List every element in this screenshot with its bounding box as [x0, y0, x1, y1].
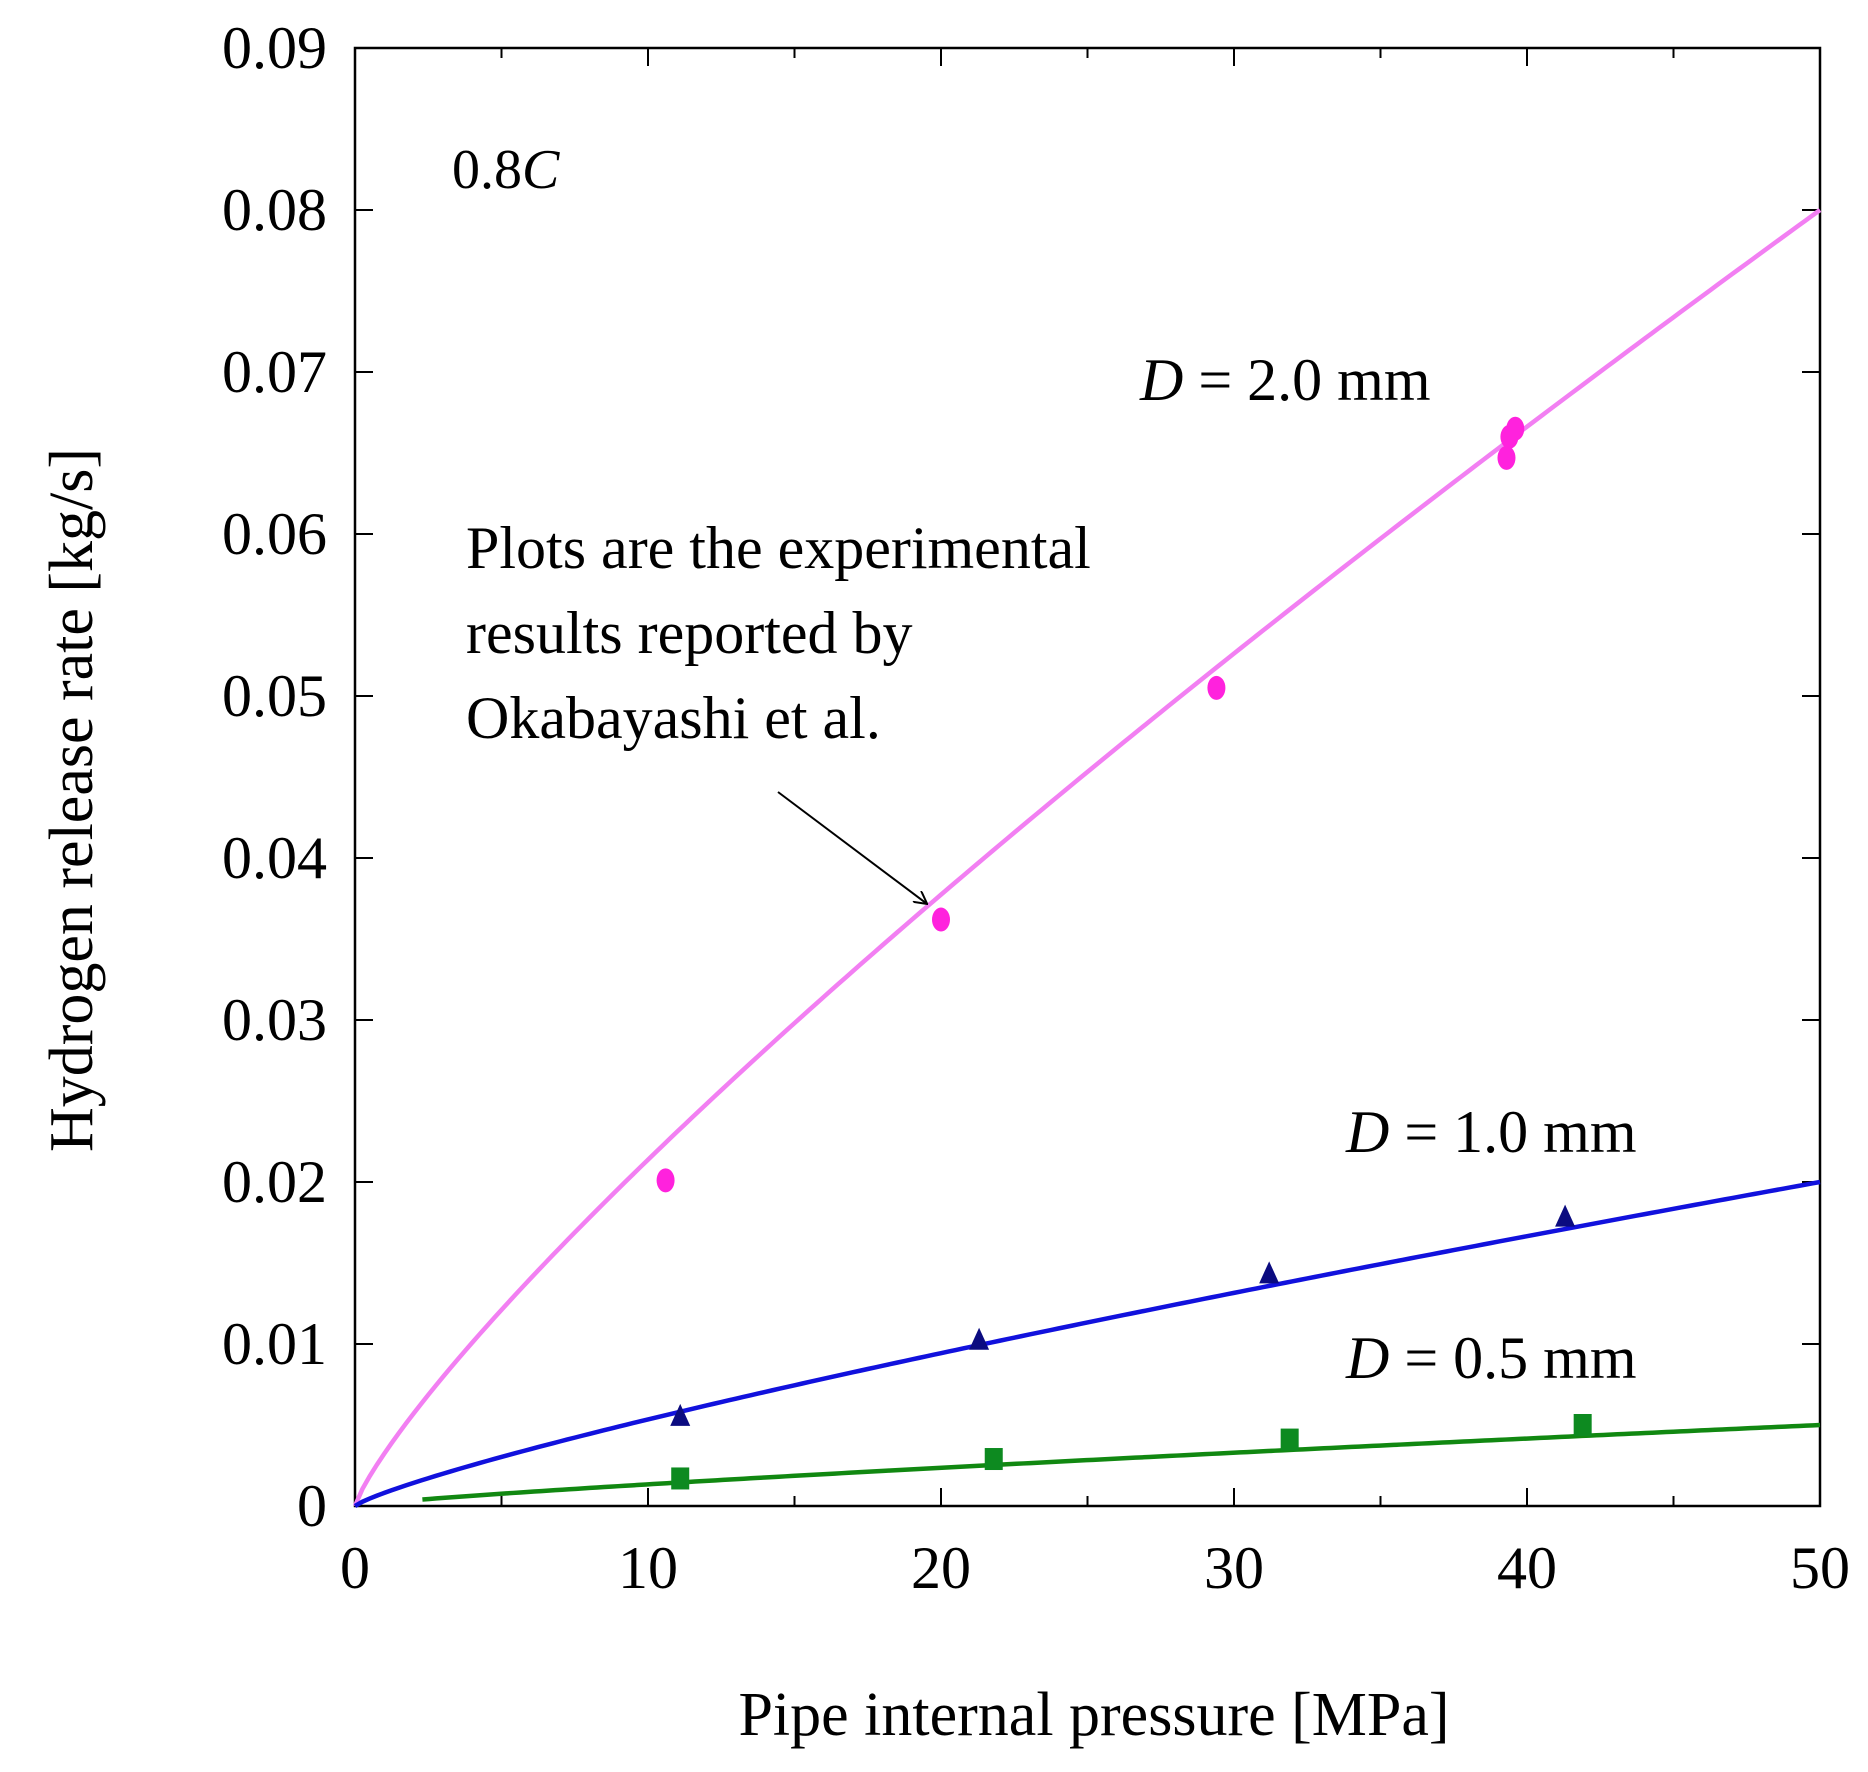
- series-line-d2: [352, 208, 1822, 1507]
- data-point-d2: [932, 907, 950, 932]
- data-point-d05: [671, 1467, 690, 1490]
- series-label-d05: D = 0.5 mm: [1345, 1325, 1637, 1391]
- data-point-d2: [1207, 675, 1226, 700]
- y-tick-label: 0: [297, 1473, 327, 1539]
- x-tick-label: 40: [1497, 1535, 1557, 1601]
- annotation-line-3: Okabayashi et al.: [466, 685, 881, 751]
- annotation-line-2: results reported by: [466, 600, 913, 666]
- y-tick-label: 0.06: [222, 501, 327, 567]
- y-tick-label: 0.04: [222, 825, 327, 891]
- corner-label: 0.8C: [452, 139, 560, 201]
- data-point-d1: [1259, 1261, 1280, 1284]
- annotation-arrow: [777, 791, 926, 903]
- x-tick-label: 0: [340, 1535, 370, 1601]
- data-point-d1: [670, 1403, 691, 1426]
- y-tick-label: 0.07: [222, 339, 327, 405]
- x-tick-label: 10: [618, 1535, 678, 1601]
- x-tick-label: 50: [1790, 1535, 1850, 1601]
- series-label-d2: D = 2.0 mm: [1139, 347, 1431, 413]
- series-label-d1: D = 1.0 mm: [1345, 1099, 1637, 1165]
- x-tick-label: 20: [911, 1535, 971, 1601]
- data-point-d1: [1555, 1204, 1576, 1227]
- y-tick-label: 0.02: [222, 1149, 327, 1215]
- x-axis-title: Pipe internal pressure [MPa]: [738, 1681, 1449, 1749]
- data-point-d1: [969, 1327, 990, 1350]
- data-point-d05: [1280, 1428, 1299, 1451]
- data-point-d2: [1506, 416, 1525, 441]
- annotation-line-1: Plots are the experimental: [466, 515, 1091, 581]
- data-point-d05: [984, 1448, 1003, 1471]
- data-point-d2: [656, 1168, 675, 1193]
- data-point-d05: [1573, 1414, 1592, 1436]
- data-point-d2: [1497, 445, 1516, 470]
- y-tick-label: 0.03: [222, 987, 327, 1053]
- y-axis-title: Hydrogen release rate [kg/s]: [38, 448, 106, 1152]
- series-line-d1: [353, 1179, 1821, 1508]
- series-line-d05: [422, 1422, 1821, 1502]
- y-tick-label: 0.08: [222, 177, 327, 243]
- y-tick-label: 0.05: [222, 663, 327, 729]
- plot-frame: [353, 46, 1822, 1508]
- x-tick-label: 30: [1204, 1535, 1264, 1601]
- y-tick-label: 0.01: [222, 1311, 327, 1377]
- y-tick-label: 0.09: [222, 15, 327, 81]
